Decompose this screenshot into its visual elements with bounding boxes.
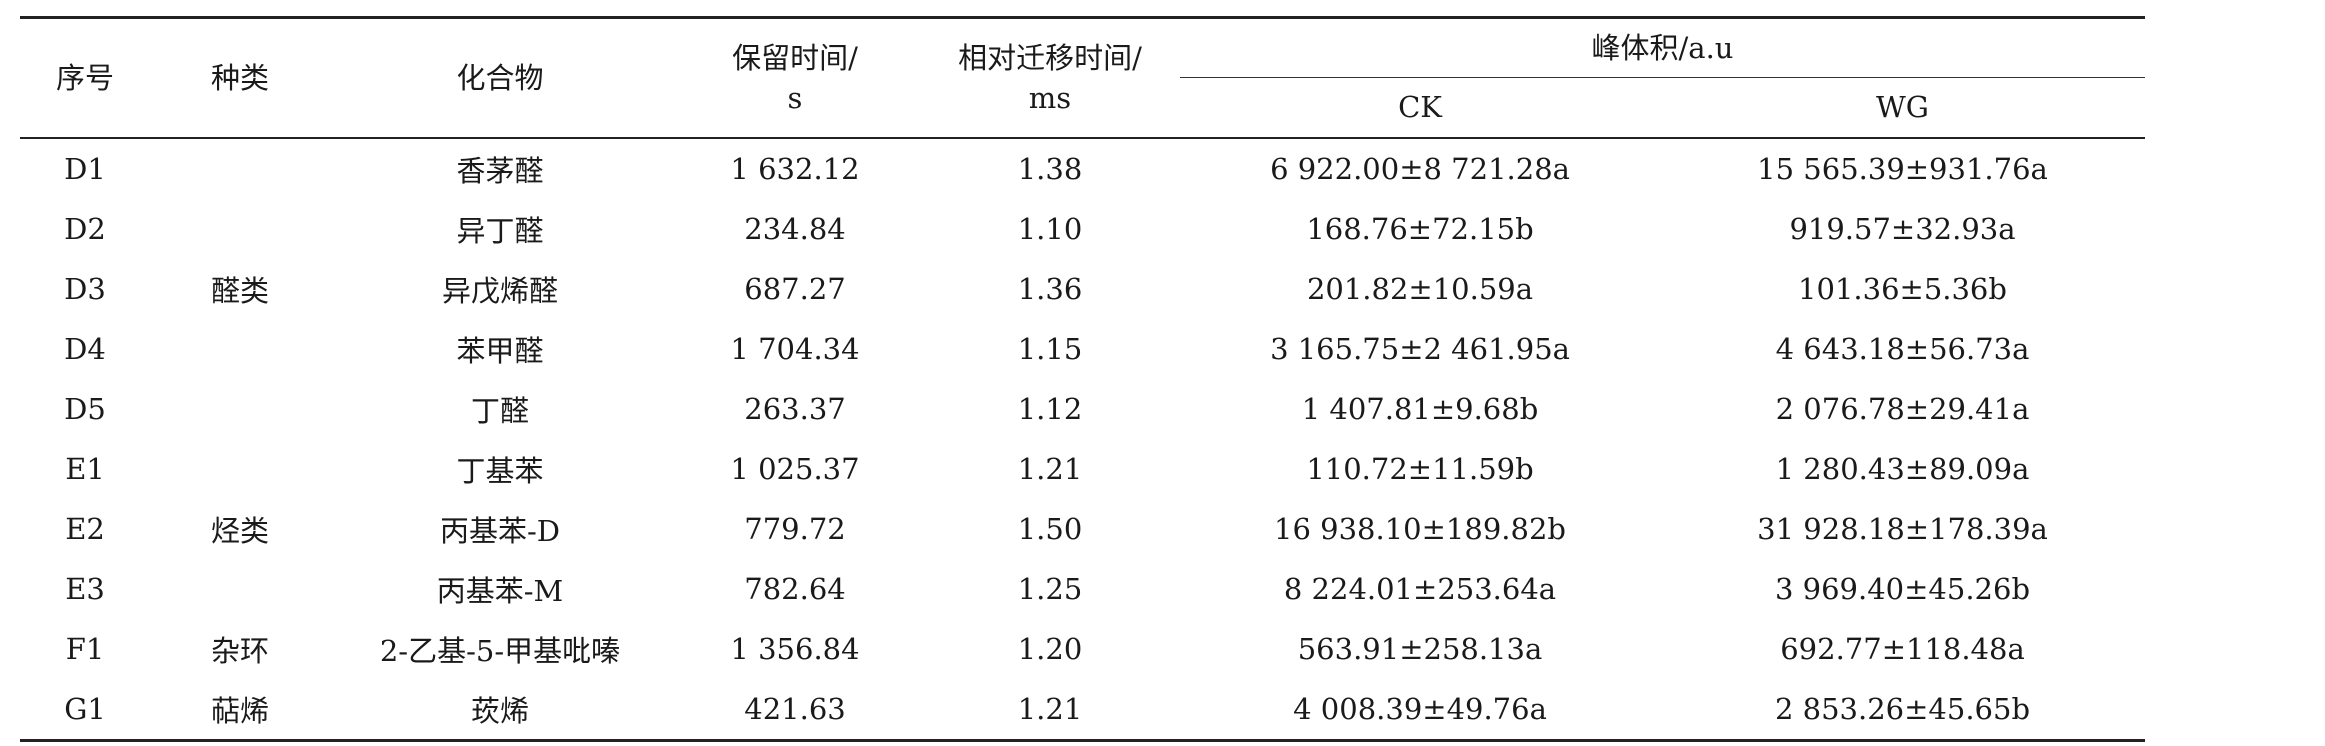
cell-peak-wg: 2 076.78±29.41a bbox=[1775, 391, 2030, 426]
cell-peak-wg: 15 565.39±931.76a bbox=[1757, 151, 2048, 186]
cell-peak-ck: 4 008.39±49.76a bbox=[1180, 678, 1660, 742]
cell-peak-ck: 16 938.10±189.82b bbox=[1274, 511, 1566, 546]
cell-index: D2 bbox=[64, 211, 106, 246]
table-row: E3 丙基苯-M 782.64 1.25 8 224.01±253.64a 3 969.4… bbox=[20, 559, 2145, 619]
cell-retention-time: 1 025.37 bbox=[730, 451, 860, 486]
cell-migration-time: 1.20 bbox=[1017, 631, 1083, 666]
cell-peak-wg: 692.77±118.48a bbox=[1780, 631, 2025, 666]
cell-retention-time: 779.72 bbox=[744, 511, 846, 546]
cell-compound: 丙基苯-D bbox=[439, 513, 561, 548]
cell-index: E1 bbox=[65, 451, 105, 486]
cell-migration-time: 1.21 bbox=[920, 678, 1180, 742]
cell-peak-ck: 563.91±258.13a bbox=[1297, 631, 1543, 666]
cell-compound: 丙基苯-M bbox=[436, 573, 564, 608]
cell-retention-time: 782.64 bbox=[744, 571, 846, 606]
cell-compound: 苯甲醛 bbox=[456, 333, 544, 368]
table-row: E1 烃类 丁基苯 1 025.37 1.21 110.72±11.59b 1 280.43… bbox=[20, 439, 2145, 548]
cell-peak-wg: 101.36±5.36b bbox=[1798, 271, 2007, 306]
cell-peak-wg: 2 853.26±45.65b bbox=[1660, 678, 2145, 742]
cell-peak-ck: 201.82±10.59a bbox=[1306, 271, 1534, 306]
cell-peak-wg: 3 969.40±45.26b bbox=[1774, 571, 2031, 606]
table-row: D4 苯甲醛 1 704.34 1.15 3 165.75±2 461.95a 4 643… bbox=[20, 319, 2145, 379]
table-row: D1 醛类 香茅醛 1 632.12 1.38 6 922.00±8 721.28a 15 … bbox=[20, 138, 2145, 308]
cell-peak-ck: 8 224.01±253.64a bbox=[1283, 571, 1557, 606]
cell-index: D4 bbox=[64, 331, 106, 366]
cell-index: D5 bbox=[64, 391, 106, 426]
cell-migration-time: 1.10 bbox=[1017, 211, 1083, 246]
cell-migration-time: 1.36 bbox=[1017, 271, 1083, 306]
header-peak-volume: 峰体积/a.u bbox=[1180, 16, 2145, 78]
cell-peak-ck: 1 407.81±9.68b bbox=[1301, 391, 1539, 426]
cell-peak-ck: 168.76±72.15b bbox=[1306, 211, 1534, 246]
header-wg: WG bbox=[1660, 77, 2145, 139]
cell-migration-time: 1.38 bbox=[1017, 151, 1083, 186]
cell-migration-time: 1.21 bbox=[1017, 451, 1083, 486]
cell-index: D1 bbox=[64, 151, 106, 186]
table-row: D2 异丁醛 234.84 1.10 168.76±72.15b 919.57±32.93… bbox=[20, 199, 2145, 259]
table-row: G1 萜烯 莰烯 421.63 1.21 4 008.39±49.76a 2 853.26±… bbox=[20, 678, 2145, 742]
header-retention-line1: 保留时间/ bbox=[732, 40, 858, 75]
cell-index: G1 bbox=[20, 678, 150, 742]
header-category: 种类 bbox=[150, 16, 330, 139]
table-row: D5 丁醛 263.37 1.12 1 407.81±9.68b 2 076.78±29.… bbox=[20, 379, 2145, 439]
cell-peak-ck: 6 922.00±8 721.28a bbox=[1270, 151, 1570, 186]
cell-peak-wg: 31 928.18±178.39a bbox=[1757, 511, 2048, 546]
table-row: E2 丙基苯-D 779.72 1.50 16 938.10±189.82b 31 928… bbox=[20, 499, 2145, 559]
cell-retention-time: 1 632.12 bbox=[730, 151, 860, 186]
cell-category: 醛类 bbox=[210, 273, 269, 308]
cell-compound: 异丁醛 bbox=[456, 213, 544, 248]
header-compound: 化合物 bbox=[330, 16, 670, 139]
cell-index: E3 bbox=[65, 571, 105, 606]
header-migration-line2: ms bbox=[1028, 80, 1072, 115]
data-table-container: 序号 种类 化合物 保留时间/ s 相对迁移时间/ ms 峰体积/a.u CK … bbox=[20, 16, 2145, 742]
cell-peak-ck: 3 165.75±2 461.95a bbox=[1270, 331, 1570, 366]
cell-index: E2 bbox=[65, 511, 105, 546]
cell-peak-ck: 110.72±11.59b bbox=[1306, 451, 1534, 486]
cell-migration-time: 1.25 bbox=[1017, 571, 1083, 606]
cell-retention-time: 421.63 bbox=[670, 678, 920, 742]
cell-migration-time: 1.15 bbox=[1017, 331, 1083, 366]
table-row: F1 杂环 2-乙基-5-甲基吡嗪 1 356.84 1.20 563.91±258.13… bbox=[20, 619, 2145, 679]
cell-peak-wg: 919.57±32.93a bbox=[1789, 211, 2016, 246]
cell-retention-time: 1 704.34 bbox=[730, 331, 860, 366]
cell-compound: 丁基苯 bbox=[456, 453, 544, 488]
cell-category: 烃类 bbox=[210, 513, 269, 548]
cell-category: 萜烯 bbox=[150, 678, 330, 742]
cell-peak-wg: 1 280.43±89.09a bbox=[1775, 451, 2030, 486]
cell-retention-time: 263.37 bbox=[744, 391, 846, 426]
cell-index: D3 bbox=[64, 271, 106, 306]
header-retention-time: 保留时间/ s bbox=[670, 16, 920, 139]
cell-compound: 莰烯 bbox=[330, 678, 670, 742]
cell-category: 杂环 bbox=[210, 633, 269, 668]
header-index: 序号 bbox=[20, 16, 150, 139]
cell-migration-time: 1.12 bbox=[1017, 391, 1083, 426]
cell-retention-time: 1 356.84 bbox=[730, 631, 860, 666]
cell-compound: 异戊烯醛 bbox=[441, 273, 558, 308]
cell-migration-time: 1.50 bbox=[1017, 511, 1083, 546]
table-row: D3 异戊烯醛 687.27 1.36 201.82±10.59a 101.36±5.36… bbox=[20, 259, 2145, 319]
header-migration-line1: 相对迁移时间/ bbox=[958, 40, 1142, 75]
table-header: 序号 种类 化合物 保留时间/ s 相对迁移时间/ ms 峰体积/a.u CK … bbox=[20, 16, 2145, 139]
compound-table: 序号 种类 化合物 保留时间/ s 相对迁移时间/ ms 峰体积/a.u CK … bbox=[20, 16, 2145, 742]
cell-index: F1 bbox=[65, 631, 105, 666]
header-migration-time: 相对迁移时间/ ms bbox=[920, 16, 1180, 139]
cell-compound: 香茅醛 bbox=[456, 153, 544, 188]
cell-compound: 2-乙基-5-甲基吡嗪 bbox=[379, 633, 621, 668]
cell-compound: 丁醛 bbox=[470, 393, 529, 428]
table-body: D1 醛类 香茅醛 1 632.12 1.38 6 922.00±8 721.28a 15 … bbox=[20, 138, 2145, 742]
cell-retention-time: 687.27 bbox=[744, 271, 846, 306]
cell-peak-wg: 4 643.18±56.73a bbox=[1775, 331, 2030, 366]
cell-retention-time: 234.84 bbox=[744, 211, 846, 246]
header-retention-line2: s bbox=[787, 80, 803, 115]
header-ck: CK bbox=[1180, 77, 1660, 139]
